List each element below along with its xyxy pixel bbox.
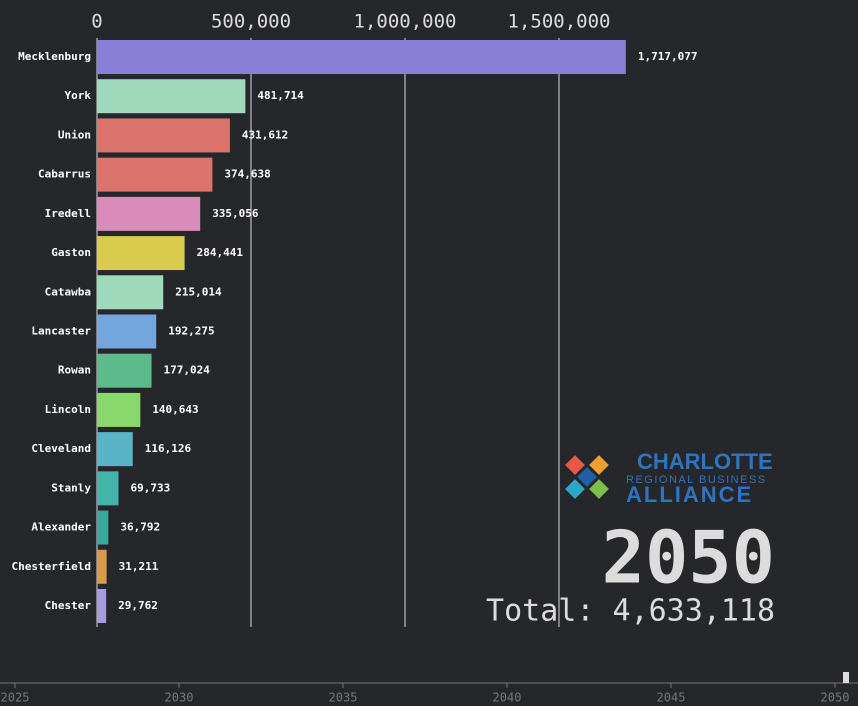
x-tick-label: 500,000 xyxy=(211,11,291,33)
bar xyxy=(97,549,107,584)
value-label: 177,024 xyxy=(164,364,211,377)
value-label: 1,717,077 xyxy=(638,50,698,63)
category-label: Cabarrus xyxy=(38,168,91,181)
category-label: Gaston xyxy=(51,246,91,259)
bar xyxy=(97,432,133,467)
bar xyxy=(97,510,109,545)
timeline-tick-label: 2040 xyxy=(493,691,522,705)
timeline-tick-label: 2045 xyxy=(657,691,686,705)
category-label: Union xyxy=(58,128,91,141)
logo-line-3: ALLIANCE xyxy=(626,482,753,507)
value-label: 140,643 xyxy=(152,403,198,416)
value-label: 116,126 xyxy=(145,442,192,455)
value-label: 374,638 xyxy=(224,168,270,181)
timeline-tick-label: 2050 xyxy=(821,691,850,705)
bar xyxy=(97,471,119,506)
category-label: Lancaster xyxy=(31,325,91,338)
category-label: York xyxy=(65,89,92,102)
value-label: 192,275 xyxy=(168,325,214,338)
value-label: 36,792 xyxy=(120,521,160,534)
year: 2050 xyxy=(602,516,775,600)
category-label: Chester xyxy=(45,599,92,612)
bar xyxy=(97,118,230,153)
bar xyxy=(97,392,141,427)
x-tick-label: 1,500,000 xyxy=(508,11,611,33)
value-label: 481,714 xyxy=(257,89,304,102)
bar xyxy=(97,196,201,231)
bar xyxy=(97,589,107,623)
timeline-tick-label: 2025 xyxy=(1,691,30,705)
category-label: Stanly xyxy=(51,481,91,494)
timeline-tick-label: 2035 xyxy=(329,691,358,705)
timeline-tick-label: 2030 xyxy=(165,691,194,705)
category-label: Lincoln xyxy=(45,403,91,416)
bar xyxy=(97,40,626,74)
category-label: Mecklenburg xyxy=(18,50,91,63)
total: Total: 4,633,118 xyxy=(486,594,775,629)
value-label: 431,612 xyxy=(242,128,288,141)
value-label: 335,056 xyxy=(212,207,259,220)
value-label: 284,441 xyxy=(197,246,244,259)
x-tick-label: 0 xyxy=(91,11,102,33)
value-label: 29,762 xyxy=(118,599,158,612)
bar xyxy=(97,236,185,271)
logo-line-1: CHARLOTTE xyxy=(637,449,773,474)
category-label: Alexander xyxy=(31,521,91,534)
timeline-handle[interactable] xyxy=(843,672,849,683)
category-label: Rowan xyxy=(58,364,91,377)
bar xyxy=(97,79,246,114)
x-tick-label: 1,000,000 xyxy=(354,11,457,33)
bar xyxy=(97,353,152,388)
category-label: Iredell xyxy=(45,207,91,220)
category-label: Cleveland xyxy=(31,442,91,455)
logo-icon xyxy=(565,455,609,499)
bar xyxy=(97,275,164,310)
category-label: Chesterfield xyxy=(12,560,91,573)
value-label: 69,733 xyxy=(130,481,170,494)
category-label: Catawba xyxy=(45,285,91,298)
logo-line-2: REGIONAL BUSINESS xyxy=(626,474,767,486)
bar xyxy=(97,314,157,349)
bar xyxy=(97,157,213,192)
value-label: 31,211 xyxy=(119,560,159,573)
value-label: 215,014 xyxy=(175,285,222,298)
